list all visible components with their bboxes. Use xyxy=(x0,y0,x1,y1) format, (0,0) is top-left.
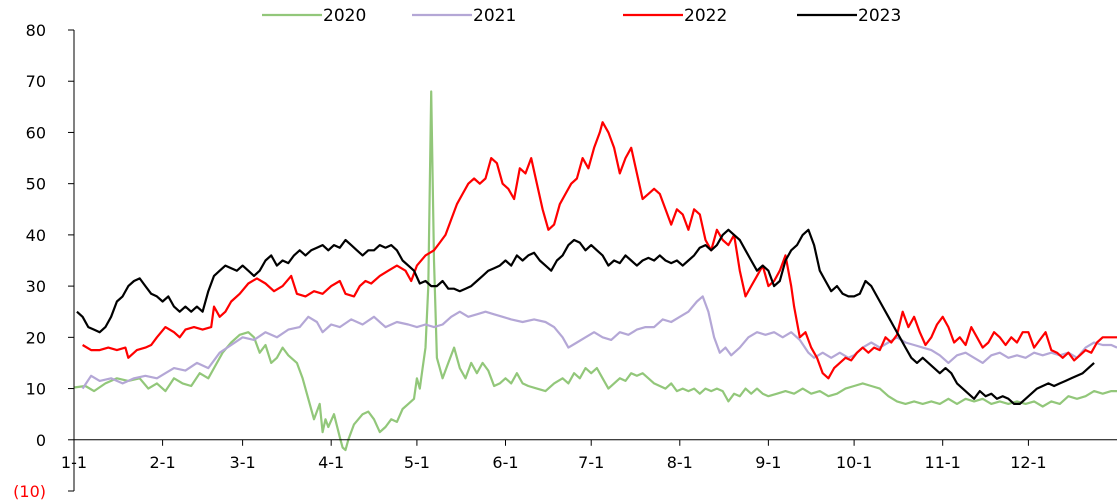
y-tick-label: 20 xyxy=(26,328,46,347)
y-axis-ticks: (10) 0 10 20 30 40 50 60 70 80 xyxy=(13,21,74,501)
x-tick-label: 2-1 xyxy=(150,453,176,472)
y-tick-label: (10) xyxy=(13,482,46,501)
series-layer xyxy=(73,90,1117,452)
y-tick-label: 50 xyxy=(26,175,46,194)
y-tick-label: 10 xyxy=(26,380,46,399)
x-tick-label: 12-1 xyxy=(1010,453,1046,472)
x-axis-ticks: 1-1 2-1 3-1 4-1 5-1 6-1 7-1 8-1 9-1 10-1 11-1 12-1 xyxy=(61,439,1047,472)
chart-legend: 2020 2021 2022 2023 xyxy=(262,6,901,26)
x-tick-label: 5-1 xyxy=(404,453,430,472)
x-tick-label: 8-1 xyxy=(667,453,693,472)
y-tick-label: 80 xyxy=(26,21,46,40)
x-tick-label: 6-1 xyxy=(492,453,518,472)
series-line-2020 xyxy=(73,90,1117,452)
legend-item-2023: 2023 xyxy=(797,6,901,26)
x-tick-label: 7-1 xyxy=(578,453,604,472)
y-tick-label: 40 xyxy=(26,226,46,245)
legend-label: 2022 xyxy=(684,6,727,26)
x-tick-label: 10-1 xyxy=(836,453,872,472)
legend-item-2021: 2021 xyxy=(412,6,516,26)
x-tick-label: 9-1 xyxy=(755,453,781,472)
y-tick-label: 60 xyxy=(26,123,46,142)
y-tick-label: 70 xyxy=(26,72,46,91)
series-line-2023 xyxy=(76,228,1095,405)
axes-layer: (10) 0 10 20 30 40 50 60 70 80 1-1 2-1 3-1 4-1 5-1 6-1… xyxy=(13,21,1117,501)
legend-label: 2023 xyxy=(858,6,901,26)
y-tick-label: 0 xyxy=(36,431,46,450)
legend-item-2022: 2022 xyxy=(623,6,727,26)
legend-label: 2021 xyxy=(473,6,516,26)
series-line-2021 xyxy=(81,295,1117,390)
x-tick-label: 4-1 xyxy=(318,453,344,472)
x-tick-label: 3-1 xyxy=(230,453,256,472)
legend-label: 2020 xyxy=(323,6,366,26)
legend-item-2020: 2020 xyxy=(262,6,366,26)
x-tick-label: 1-1 xyxy=(61,453,87,472)
x-tick-label: 11-1 xyxy=(925,453,961,472)
series-line-2022 xyxy=(82,121,1117,380)
y-tick-label: 30 xyxy=(26,277,46,296)
